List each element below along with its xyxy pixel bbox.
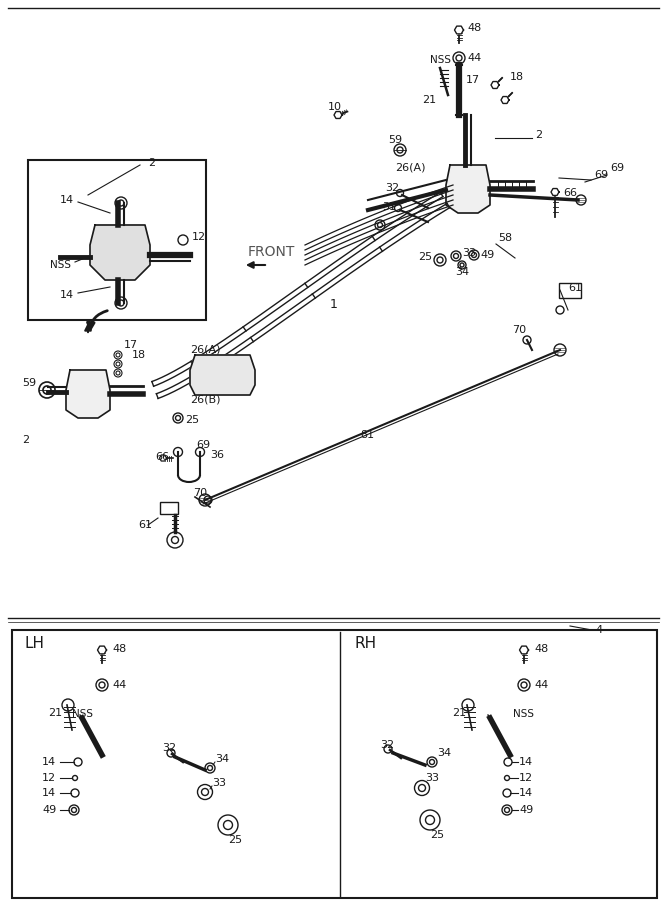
Text: 32: 32 bbox=[385, 183, 399, 193]
Text: 58: 58 bbox=[498, 233, 512, 243]
Text: 44: 44 bbox=[112, 680, 126, 690]
Text: 1: 1 bbox=[330, 299, 338, 311]
Text: 18: 18 bbox=[132, 350, 146, 360]
Text: 21: 21 bbox=[452, 708, 466, 718]
Text: 34: 34 bbox=[455, 267, 469, 277]
Text: 26(A): 26(A) bbox=[190, 345, 221, 355]
Text: 61: 61 bbox=[568, 283, 582, 293]
Text: 14: 14 bbox=[60, 195, 74, 205]
Text: 81: 81 bbox=[360, 430, 374, 440]
Text: 69: 69 bbox=[594, 170, 608, 180]
Text: RH: RH bbox=[354, 635, 376, 651]
Text: 49: 49 bbox=[42, 805, 56, 815]
Text: 69: 69 bbox=[196, 440, 210, 450]
Text: 49: 49 bbox=[519, 805, 533, 815]
Text: NSS: NSS bbox=[513, 709, 534, 719]
Text: 10: 10 bbox=[328, 102, 342, 112]
Text: 17: 17 bbox=[466, 75, 480, 85]
Text: 25: 25 bbox=[228, 835, 242, 845]
Text: 4: 4 bbox=[595, 625, 602, 635]
Text: 69: 69 bbox=[610, 163, 624, 173]
Text: 26(A): 26(A) bbox=[395, 163, 426, 173]
Text: 44: 44 bbox=[467, 53, 482, 63]
Text: 17: 17 bbox=[124, 340, 138, 350]
Text: 66: 66 bbox=[563, 188, 577, 198]
Text: 25: 25 bbox=[185, 415, 199, 425]
Text: NSS: NSS bbox=[430, 55, 451, 65]
Text: 34: 34 bbox=[215, 754, 229, 764]
Text: 12: 12 bbox=[192, 232, 206, 242]
Text: 32: 32 bbox=[162, 743, 176, 753]
Text: 59: 59 bbox=[388, 135, 402, 145]
Polygon shape bbox=[334, 112, 342, 119]
Text: 14: 14 bbox=[42, 757, 56, 767]
Text: 44: 44 bbox=[534, 680, 548, 690]
Bar bbox=[12, 630, 657, 898]
Text: 33: 33 bbox=[212, 778, 226, 788]
Bar bbox=[28, 160, 206, 320]
Text: 2: 2 bbox=[22, 435, 29, 445]
Text: 33: 33 bbox=[425, 773, 439, 783]
Text: 59: 59 bbox=[22, 378, 36, 388]
Text: 21: 21 bbox=[422, 95, 436, 105]
Text: FRONT: FRONT bbox=[248, 245, 295, 259]
Text: 61: 61 bbox=[138, 520, 152, 530]
Polygon shape bbox=[90, 225, 150, 280]
Text: 31: 31 bbox=[382, 202, 396, 212]
Polygon shape bbox=[190, 355, 255, 395]
Text: 18: 18 bbox=[510, 72, 524, 82]
Text: 12: 12 bbox=[519, 773, 533, 783]
Text: 26(B): 26(B) bbox=[190, 395, 221, 405]
Text: 70: 70 bbox=[512, 325, 526, 335]
Text: 25: 25 bbox=[418, 252, 432, 262]
Text: 32: 32 bbox=[380, 740, 394, 750]
Text: NSS: NSS bbox=[50, 260, 71, 270]
Text: NSS: NSS bbox=[72, 709, 93, 719]
Bar bbox=[160, 502, 178, 514]
Text: 49: 49 bbox=[480, 250, 494, 260]
Polygon shape bbox=[520, 646, 528, 654]
Text: 48: 48 bbox=[534, 644, 548, 654]
Text: 14: 14 bbox=[519, 788, 533, 798]
Text: 12: 12 bbox=[42, 773, 56, 783]
Text: 36: 36 bbox=[210, 450, 224, 460]
Text: LH: LH bbox=[24, 635, 44, 651]
Text: 14: 14 bbox=[60, 290, 74, 300]
Polygon shape bbox=[66, 370, 110, 418]
Text: 33: 33 bbox=[462, 248, 476, 258]
Polygon shape bbox=[491, 82, 499, 88]
Polygon shape bbox=[501, 96, 509, 104]
Text: 2: 2 bbox=[148, 158, 155, 168]
Text: 66: 66 bbox=[155, 452, 169, 462]
Text: 14: 14 bbox=[519, 757, 533, 767]
Text: 21: 21 bbox=[48, 708, 62, 718]
Text: 48: 48 bbox=[467, 23, 482, 33]
Polygon shape bbox=[97, 646, 107, 654]
Bar bbox=[559, 283, 581, 298]
Polygon shape bbox=[159, 455, 167, 461]
Text: 25: 25 bbox=[430, 830, 444, 840]
Polygon shape bbox=[446, 165, 490, 213]
Text: 48: 48 bbox=[112, 644, 126, 654]
Polygon shape bbox=[551, 188, 559, 195]
Text: 2: 2 bbox=[535, 130, 542, 140]
Text: 14: 14 bbox=[42, 788, 56, 798]
Text: 70: 70 bbox=[193, 488, 207, 498]
Text: 34: 34 bbox=[437, 748, 451, 758]
Polygon shape bbox=[454, 26, 464, 34]
